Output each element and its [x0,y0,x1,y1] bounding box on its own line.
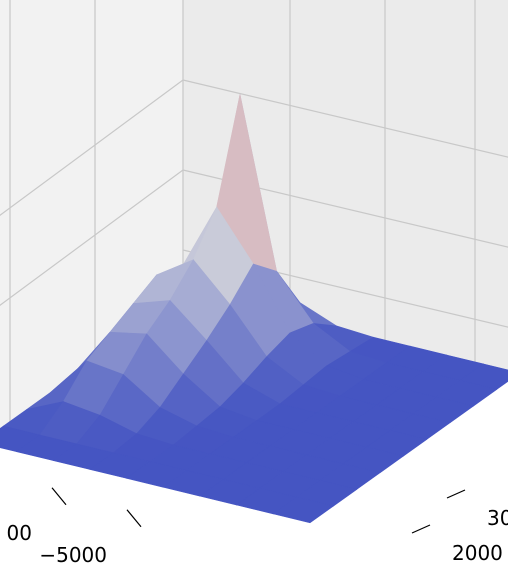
y-tick-label: 30 [487,506,508,530]
surface [0,94,508,524]
pane-grid-line [0,169,184,306]
x-tick-label: 00 [7,521,32,545]
x-tick [126,509,142,528]
y-tick [446,489,466,499]
pane-grid-line [0,79,184,216]
pane-grid-line [182,79,508,158]
surface-patch [272,496,335,524]
x-tick-label: −5000 [39,543,107,567]
axes: 00 −5000 2000 30 [7,487,508,567]
y-tick [411,524,431,534]
x-tick [51,487,67,506]
y-tick-label: 2000 [452,541,503,565]
